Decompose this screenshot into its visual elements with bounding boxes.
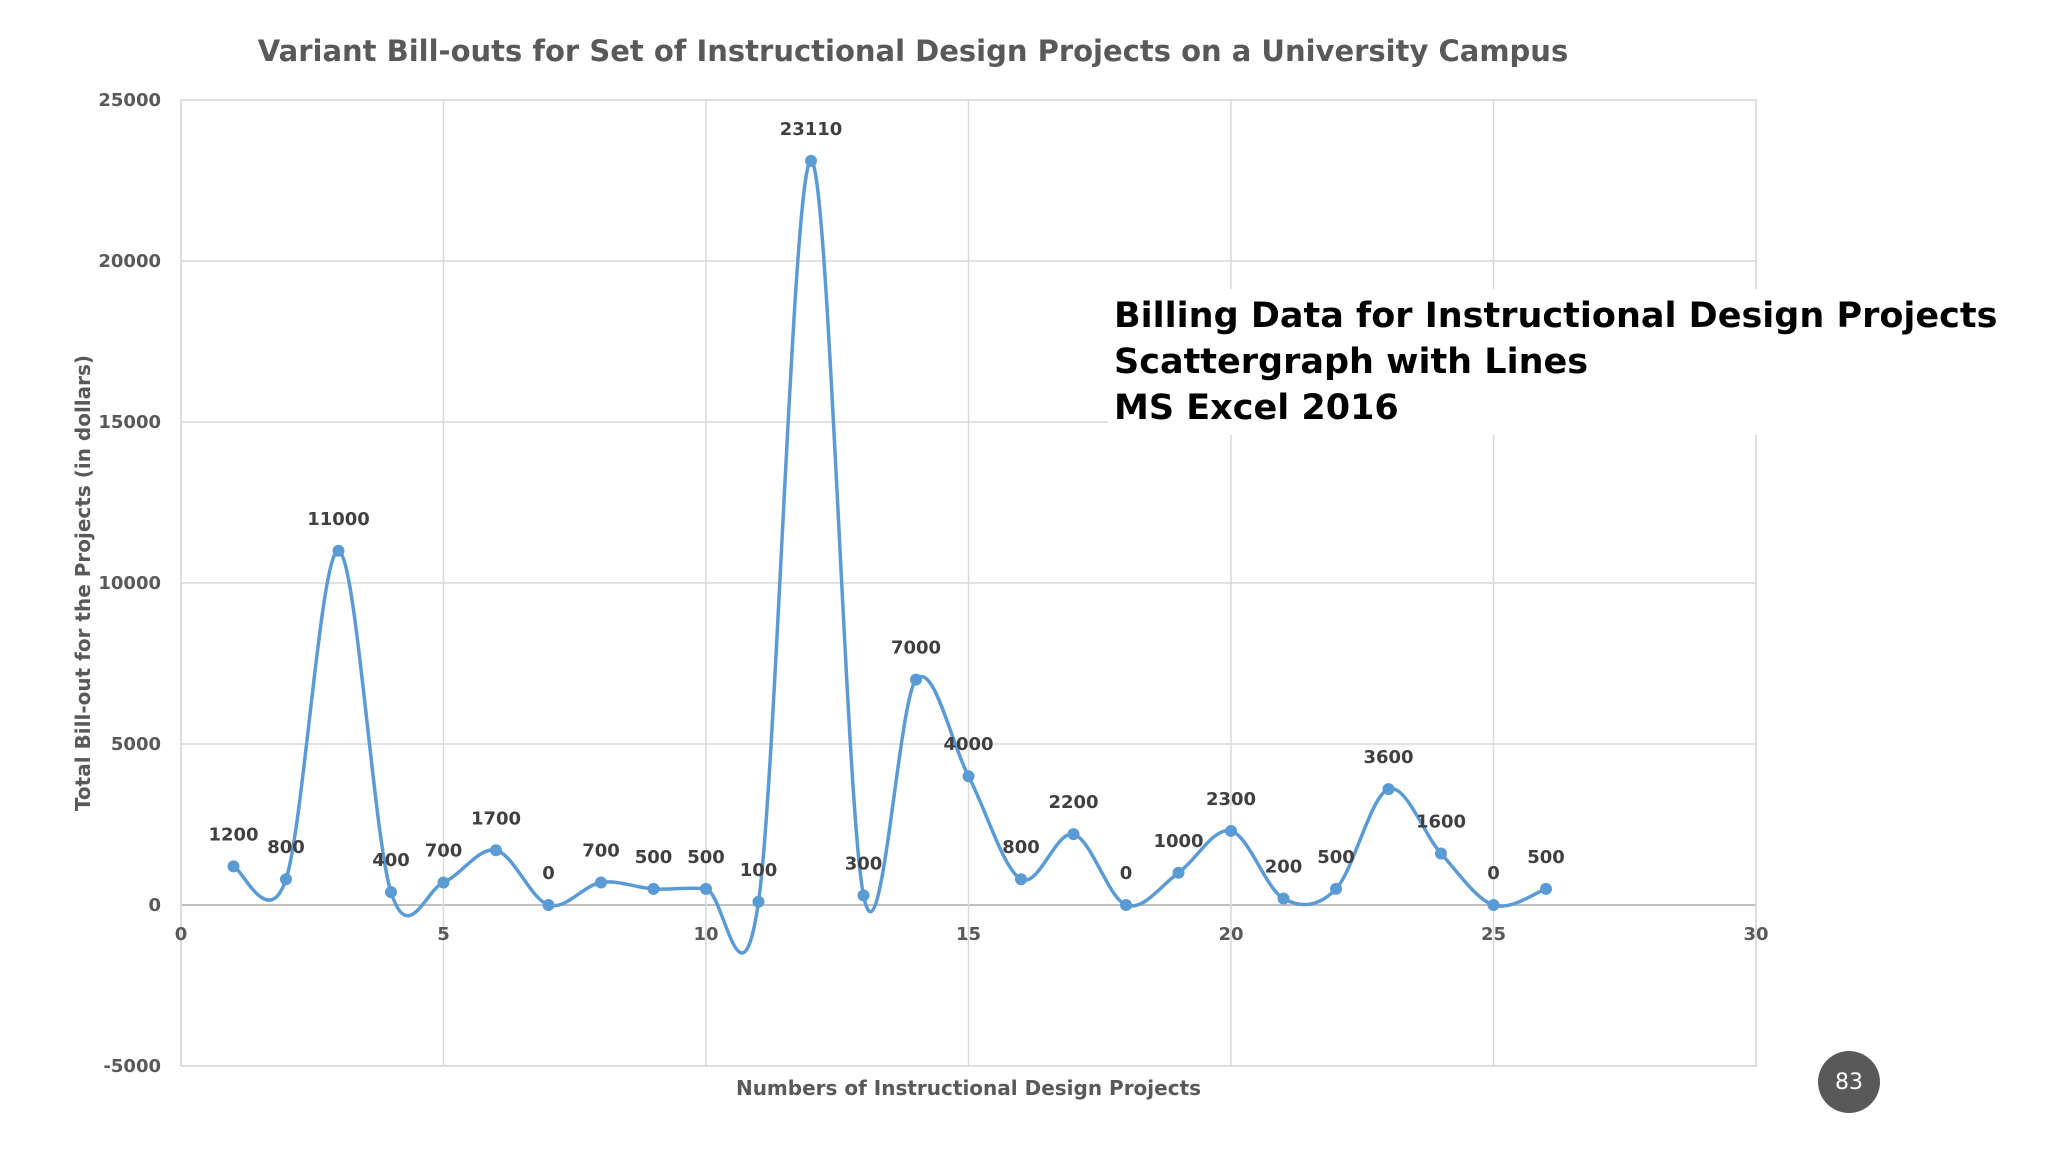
annotation-line-2: Scattergraph with Lines	[1114, 342, 1589, 382]
data-label: 700	[582, 840, 620, 861]
data-label: 100	[740, 860, 778, 881]
y-tick-label: 25000	[98, 90, 161, 111]
plot-area	[180, 99, 1757, 1067]
y-tick-label: 0	[148, 895, 161, 916]
data-point	[752, 895, 765, 908]
data-point	[805, 154, 817, 167]
data-label: 23110	[780, 119, 843, 140]
data-point	[700, 882, 712, 895]
data-point	[1067, 828, 1080, 841]
series-line	[232, 159, 1547, 955]
data-label: 800	[1002, 837, 1040, 858]
x-tick-label: 15	[956, 924, 981, 945]
data-point	[1382, 783, 1395, 796]
data-point	[437, 876, 450, 889]
data-point	[1120, 899, 1132, 911]
data-point	[490, 844, 502, 857]
data-point	[647, 882, 660, 895]
gridlines	[180, 99, 1757, 1067]
data-point	[910, 673, 922, 686]
x-tick-label: 25	[1481, 924, 1506, 945]
data-point	[542, 899, 555, 911]
data-label: 11000	[307, 509, 370, 530]
x-tick-label: 0	[175, 924, 188, 945]
data-point	[1277, 892, 1290, 905]
data-label: 1200	[208, 824, 258, 845]
data-label: 0	[1120, 863, 1133, 884]
data-point	[280, 873, 292, 886]
data-label: 200	[1265, 857, 1303, 878]
y-tick-label: 15000	[98, 412, 161, 433]
y-tick-label: 10000	[98, 573, 161, 594]
data-point	[385, 886, 397, 899]
data-point	[332, 544, 345, 557]
data-label: 700	[425, 840, 463, 861]
data-label: 400	[372, 850, 410, 871]
data-label: 300	[845, 853, 883, 874]
data-label: 800	[267, 837, 305, 858]
data-point	[962, 770, 975, 783]
x-tick-label: 10	[693, 924, 718, 945]
data-point	[1540, 882, 1552, 895]
data-point	[857, 889, 870, 902]
data-label: 500	[635, 847, 673, 868]
data-point	[1487, 899, 1500, 911]
y-tick-label: 20000	[98, 251, 161, 272]
annotation-line-1: Billing Data for Instructional Design Pr…	[1114, 296, 1998, 336]
data-point	[1225, 824, 1237, 837]
data-label: 0	[1487, 863, 1500, 884]
data-label: 2300	[1206, 789, 1256, 810]
data-label: 0	[542, 863, 555, 884]
data-label: 2200	[1048, 792, 1098, 813]
y-tick-label: -5000	[103, 1056, 161, 1077]
data-point	[1015, 873, 1027, 886]
data-label: 500	[1317, 847, 1355, 868]
data-labels: 1200 800 11000 400 700 1700 0 700 500 500 100 23110…	[208, 119, 1564, 884]
y-tick-label: 5000	[111, 734, 161, 755]
data-point	[1435, 847, 1447, 860]
data-label: 500	[1527, 847, 1565, 868]
x-tick-label: 5	[437, 924, 450, 945]
data-points	[227, 154, 1552, 911]
data-point	[1330, 882, 1342, 895]
x-axis-title: Numbers of Instructional Design Projects	[736, 1076, 1201, 1100]
annotation-line-3: MS Excel 2016	[1114, 388, 1399, 428]
data-point	[227, 860, 240, 873]
data-label: 1000	[1153, 831, 1203, 852]
chart-annotation: Billing Data for Instructional Design Pr…	[1108, 289, 1998, 435]
page-number: 83	[1835, 1069, 1863, 1095]
chart-title: Variant Bill-outs for Set of Instruction…	[258, 34, 1568, 68]
data-label: 1600	[1416, 811, 1466, 832]
x-tick-label: 20	[1218, 924, 1243, 945]
page-number-badge: 83	[1818, 1051, 1880, 1113]
data-label: 7000	[891, 638, 941, 659]
data-label: 500	[687, 847, 725, 868]
data-point	[1172, 866, 1185, 879]
data-point	[595, 876, 607, 889]
x-tick-label: 30	[1743, 924, 1768, 945]
y-axis-title: Total Bill-out for the Projects (in doll…	[71, 355, 95, 811]
data-label: 4000	[943, 734, 993, 755]
data-label: 1700	[471, 808, 521, 829]
data-label: 3600	[1363, 747, 1413, 768]
